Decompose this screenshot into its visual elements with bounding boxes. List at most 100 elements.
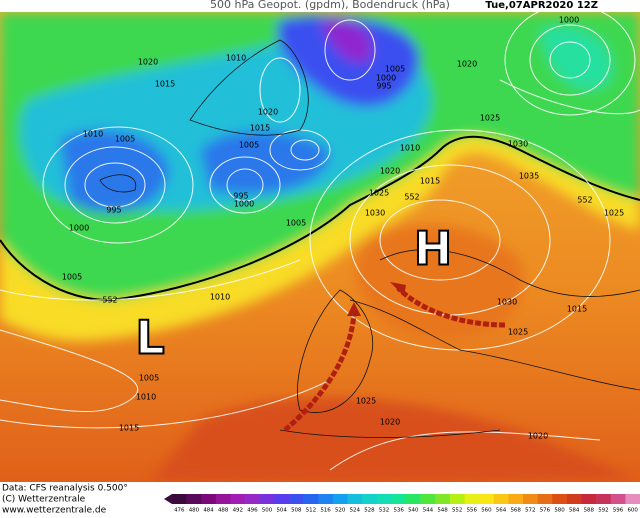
colorbar-cell bbox=[318, 494, 334, 504]
colorbar-label: 500 bbox=[262, 508, 273, 514]
colorbar-label: 476 bbox=[174, 508, 185, 514]
colorbar-cell bbox=[215, 494, 231, 504]
colorbar-cell bbox=[508, 494, 524, 504]
colorbar-label: 488 bbox=[218, 508, 229, 514]
colorbar-cell bbox=[435, 494, 451, 504]
colorbar-cell bbox=[479, 494, 495, 504]
contour-label: 1000 bbox=[234, 200, 254, 209]
colorbar-label: 568 bbox=[510, 508, 521, 514]
colorbar-cell bbox=[347, 494, 363, 504]
coastlines bbox=[99, 39, 640, 438]
contour-label: 1020 bbox=[528, 432, 548, 441]
contour-label: 1010 bbox=[400, 144, 420, 153]
contour-label: 1025 bbox=[508, 328, 528, 337]
contour-label: 1025 bbox=[369, 189, 389, 198]
colorbar-label: 492 bbox=[233, 508, 244, 514]
colorbar-label: 580 bbox=[554, 508, 565, 514]
colorbar-cell bbox=[449, 494, 465, 504]
colorbar-label: 584 bbox=[569, 508, 580, 514]
colorbar-label: 528 bbox=[364, 508, 375, 514]
contour-label: 1010 bbox=[136, 393, 156, 402]
colorbar-cell bbox=[186, 494, 202, 504]
contour-label: 552 bbox=[577, 196, 592, 205]
contour-label: 1020 bbox=[457, 60, 477, 69]
colorbar-cell bbox=[201, 494, 217, 504]
isobars bbox=[0, 12, 640, 471]
colorbar-cell bbox=[625, 494, 640, 504]
colorbar-cell bbox=[391, 494, 407, 504]
colorbar-cell bbox=[230, 494, 246, 504]
colorbar-label: 548 bbox=[437, 508, 448, 514]
arrow-head bbox=[347, 302, 361, 316]
colorbar-cell bbox=[376, 494, 392, 504]
contour-label: 1000 bbox=[559, 16, 579, 25]
contour-label: 552 bbox=[404, 193, 419, 202]
contour-label: 995 bbox=[233, 192, 248, 201]
contour-label: 1005 bbox=[115, 135, 135, 144]
contour-label: 1020 bbox=[138, 58, 158, 67]
arrow-head bbox=[390, 282, 406, 296]
contour-label: 1010 bbox=[83, 130, 103, 139]
contour-label: 1005 bbox=[286, 219, 306, 228]
contour-label: 1020 bbox=[380, 418, 400, 427]
colorbar-label: 496 bbox=[247, 508, 258, 514]
contour-label: 1005 bbox=[62, 273, 82, 282]
colorbar-label: 560 bbox=[481, 508, 492, 514]
contour-label: 1020 bbox=[258, 108, 278, 117]
colorbar-label: 516 bbox=[320, 508, 331, 514]
colorbar-label: 556 bbox=[467, 508, 478, 514]
colorbar-label: 524 bbox=[350, 508, 361, 514]
contour-label: 1005 bbox=[139, 374, 159, 383]
low-pressure: L bbox=[135, 311, 164, 365]
contour-label: 1025 bbox=[480, 114, 500, 123]
colorbar-label: 576 bbox=[540, 508, 551, 514]
colorbar-cell bbox=[581, 494, 597, 504]
colorbar-label: 588 bbox=[584, 508, 595, 514]
colorbar-cell bbox=[245, 494, 261, 504]
colorbar-cell bbox=[332, 494, 348, 504]
colorbar-label: 540 bbox=[408, 508, 419, 514]
high-pressure: H bbox=[414, 222, 453, 276]
colorbar-label: 520 bbox=[335, 508, 346, 514]
contour-label: 1010 bbox=[226, 54, 246, 63]
colorbar-cell bbox=[537, 494, 553, 504]
colorbar-label: 600 bbox=[627, 508, 638, 514]
url: www.wetterzentrale.de bbox=[2, 506, 107, 515]
contour-label: 552 bbox=[102, 296, 117, 305]
colorbar-tip bbox=[164, 494, 172, 504]
contour-label: 1015 bbox=[119, 424, 139, 433]
colorbar-label: 596 bbox=[613, 508, 624, 514]
contour-label: 1010 bbox=[210, 293, 230, 302]
colorbar-label: 504 bbox=[276, 508, 287, 514]
colorbar-cell bbox=[523, 494, 538, 504]
colorbar-cell bbox=[362, 494, 378, 504]
colorbar-label: 512 bbox=[306, 508, 317, 514]
colorbar: 476 480 484 488 492 496 500 504 508 512 516 520 524 5… bbox=[164, 494, 640, 514]
contour-label: 1030 bbox=[497, 298, 517, 307]
colorbar-cell bbox=[289, 494, 304, 504]
contour-label: 1015 bbox=[567, 305, 587, 314]
contour-label: 1025 bbox=[604, 209, 624, 218]
contour-label: 1035 bbox=[519, 172, 539, 181]
contour-label: 1015 bbox=[155, 80, 175, 89]
colorbar-label: 572 bbox=[525, 508, 536, 514]
contour-label: 1005 bbox=[239, 141, 259, 150]
colorbar-label: 536 bbox=[393, 508, 404, 514]
colorbar-cell bbox=[464, 494, 480, 504]
source: Data: CFS reanalysis 0.500° bbox=[2, 484, 128, 494]
colorbar-label: 532 bbox=[379, 508, 390, 514]
colorbar-label: 484 bbox=[203, 508, 214, 514]
colorbar-cell bbox=[303, 494, 319, 504]
colorbar-cell bbox=[566, 494, 582, 504]
contour-label: 1025 bbox=[356, 397, 376, 406]
contour-552 bbox=[0, 135, 640, 302]
colorbar-cell bbox=[406, 494, 421, 504]
colorbar-cell bbox=[610, 494, 626, 504]
colorbar-label: 552 bbox=[452, 508, 463, 514]
contour-label: 995 bbox=[376, 82, 391, 91]
contour-label: 1015 bbox=[420, 177, 440, 186]
colorbar-label: 480 bbox=[189, 508, 200, 514]
contour-label: 1030 bbox=[365, 209, 385, 218]
colorbar-label: 592 bbox=[598, 508, 609, 514]
